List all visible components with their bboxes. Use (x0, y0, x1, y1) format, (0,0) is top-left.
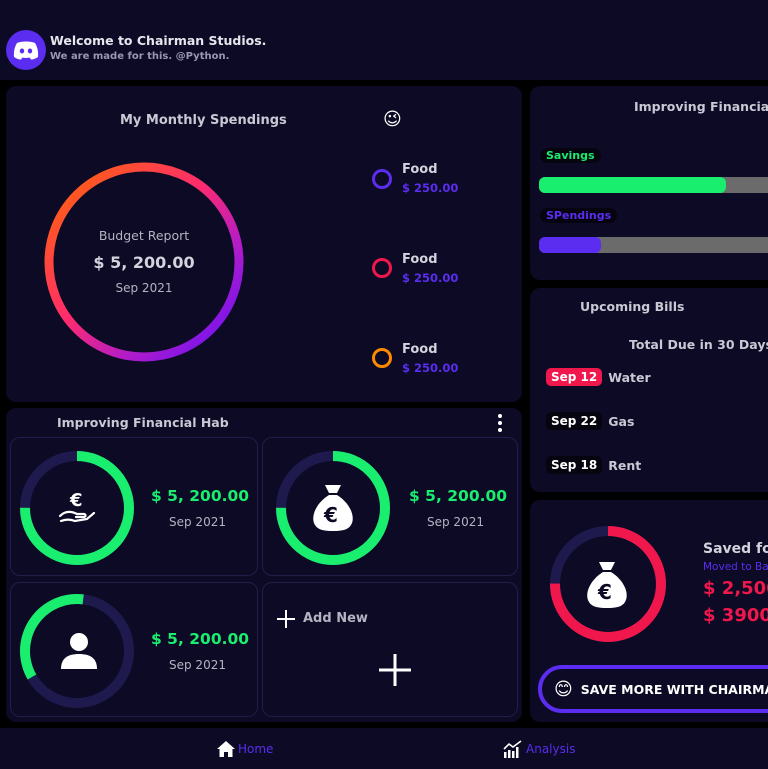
saved-progress-ring (550, 526, 666, 642)
bill-name: Rent (608, 457, 642, 473)
category-label: Food (402, 342, 438, 357)
spendings-progress-bar (539, 237, 768, 253)
savings-progress-bar (539, 177, 768, 193)
category-amount: $ 250.00 (402, 271, 459, 285)
svg-text:€: € (597, 580, 612, 604)
bills-title: Upcoming Bills (580, 299, 685, 314)
habit-amount: $ 5, 200.00 (409, 487, 508, 505)
nav-home-label: Home (238, 742, 274, 756)
welcome-title: Welcome to Chairman Studios. (50, 33, 267, 48)
habit-progress-ring (20, 594, 134, 708)
bill-name: Water (608, 369, 651, 385)
plus-small-icon (277, 610, 295, 632)
saved-card: € Saved fo Moved to Ba $ 2,500 $ 3900 😊 … (530, 500, 768, 722)
plus-large-icon[interactable] (379, 654, 411, 690)
habits-progress-card: Improving Financial H Savings SPendings (530, 86, 768, 280)
budget-report-label: Budget Report (98, 228, 190, 243)
category-label: Food (402, 162, 438, 177)
bill-date-badge: Sep 22 (546, 412, 603, 430)
category-ring-icon (372, 348, 392, 368)
add-new-label[interactable]: Add New (303, 611, 368, 626)
money-bag-icon: € (310, 481, 356, 537)
savings-pill: Savings (540, 148, 601, 163)
category-amount: $ 250.00 (402, 361, 459, 375)
monthly-spendings-card: My Monthly Spendings 😉 Budget Report $ 5… (6, 86, 522, 402)
upcoming-bills-card: Upcoming Bills Total Due in 30 Days Sep … (530, 288, 768, 492)
saved-subtitle: Moved to Ba (703, 561, 768, 573)
category-amount: $ 250.00 (402, 181, 459, 195)
add-new-tile[interactable]: Add New (262, 582, 518, 717)
bill-name: Gas (608, 413, 635, 429)
habit-date: Sep 2021 (169, 658, 226, 672)
bill-row[interactable]: Sep 18 Rent (546, 456, 641, 474)
kebab-menu-icon[interactable] (497, 413, 503, 433)
bill-date-badge: Sep 12 (546, 368, 603, 386)
habit-tile[interactable]: $ 5, 200.00 Sep 2021 (10, 582, 258, 717)
financial-habits-card: Improving Financial Hab € $ 5, 200.00 Se… (6, 408, 522, 722)
saved-amount-primary: $ 2,500 (703, 578, 768, 599)
saved-title: Saved fo (703, 541, 768, 557)
habit-tile[interactable]: € $ 5, 200.00 Sep 2021 (10, 437, 258, 576)
spendings-pill: SPendings (540, 208, 618, 223)
category-ring-icon (372, 258, 392, 278)
svg-text:€: € (69, 490, 83, 511)
discord-logo-icon (6, 30, 46, 70)
bill-row[interactable]: Sep 22 Gas (546, 412, 634, 430)
habit-progress-ring (20, 451, 134, 565)
category-ring-icon (372, 169, 392, 189)
user-icon (60, 631, 98, 675)
svg-text:€: € (323, 503, 338, 527)
euro-hand-icon: € (57, 488, 97, 532)
habit-tile[interactable]: € $ 5, 200.00 Sep 2021 (262, 437, 518, 576)
savings-progress-fill (539, 177, 727, 193)
nav-analysis-label: Analysis (526, 742, 576, 756)
welcome-subtitle: We are made for this. @Python. (50, 51, 230, 62)
bill-date-badge: Sep 18 (546, 456, 603, 474)
bills-total-label: Total Due in 30 Days (629, 337, 768, 352)
home-icon (217, 741, 235, 757)
save-more-button[interactable]: 😊 SAVE MORE WITH CHAIRMAN (538, 665, 768, 713)
habits-title: Improving Financial Hab (57, 415, 229, 430)
budget-date: Sep 2021 (115, 281, 173, 295)
wink-emoji-icon: 😉 (383, 109, 402, 130)
app-header: Welcome to Chairman Studios. We are made… (0, 0, 768, 80)
habit-amount: $ 5, 200.00 (151, 630, 250, 648)
bottom-nav: Home Analysis (0, 728, 768, 769)
category-label: Food (402, 252, 438, 267)
bill-row[interactable]: Sep 12 Water (546, 368, 651, 386)
habit-date: Sep 2021 (427, 515, 484, 529)
money-bag-icon: € (584, 558, 630, 614)
habit-progress-ring (276, 451, 390, 565)
smile-emoji-icon: 😊 (554, 678, 573, 700)
habit-amount: $ 5, 200.00 (151, 487, 250, 505)
budget-ring-chart (44, 162, 244, 362)
analysis-chart-icon (503, 740, 522, 758)
progress-card-title: Improving Financial H (634, 99, 768, 114)
nav-home[interactable]: Home (217, 741, 273, 757)
spendings-progress-fill (539, 237, 602, 253)
saved-amount-secondary: $ 3900 (703, 605, 768, 626)
budget-amount: $ 5, 200.00 (93, 253, 195, 272)
habit-date: Sep 2021 (169, 515, 226, 529)
spendings-title: My Monthly Spendings (120, 113, 287, 128)
save-more-label: SAVE MORE WITH CHAIRMAN (580, 681, 768, 697)
nav-analysis[interactable]: Analysis (503, 740, 575, 758)
